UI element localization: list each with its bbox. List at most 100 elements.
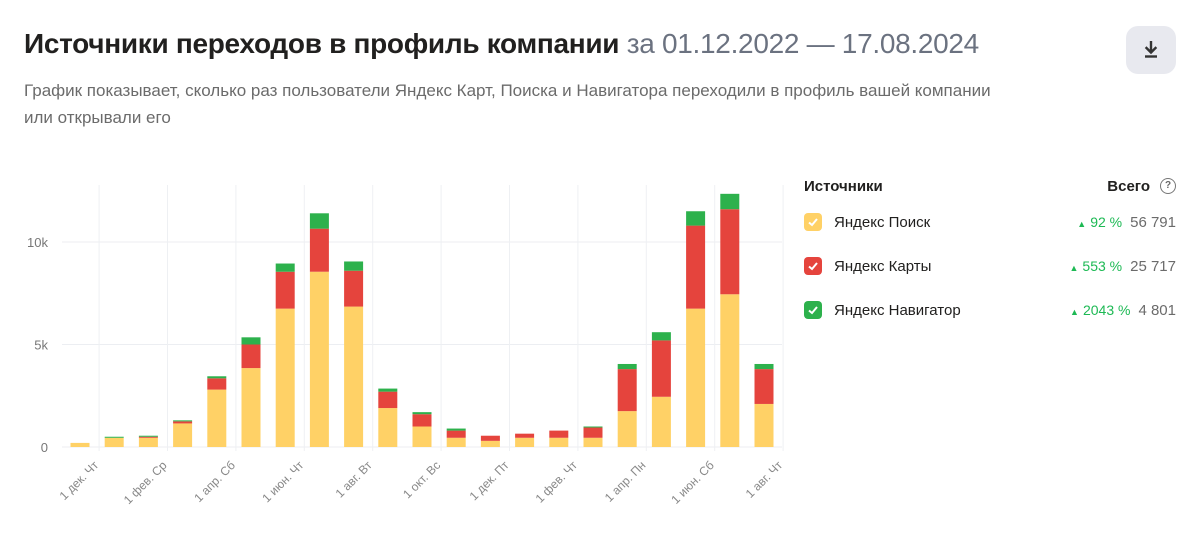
bar-segment	[138, 435, 158, 437]
bar-segment	[549, 430, 569, 438]
bar-segment	[173, 421, 193, 424]
bar-segment	[344, 306, 364, 447]
legend-header: Источники Всего ?	[804, 172, 1176, 200]
x-tick-label: 1 окт. Вс	[400, 458, 443, 501]
legend-item-search[interactable]: Яндекс Поиск ▲ 92 % 56 791	[804, 200, 1176, 244]
bar-segment	[104, 437, 124, 447]
bar-segment	[686, 225, 706, 309]
legend-item-label: Яндекс Карты	[834, 257, 932, 275]
bar-segment	[309, 213, 329, 229]
growth-value: 553 %	[1082, 258, 1123, 274]
bar-segment	[138, 436, 158, 438]
bar-segment	[207, 389, 227, 447]
x-tick-label: 1 дек. Чт	[57, 458, 102, 503]
growth-value: 2043 %	[1082, 302, 1131, 318]
bar-segment	[651, 340, 671, 397]
bar-segment	[275, 263, 295, 272]
bar-segment	[309, 228, 329, 272]
x-tick-label: 1 авг. Вт	[333, 458, 376, 501]
total-value: 25 717	[1130, 257, 1176, 275]
bar-segment	[275, 308, 295, 447]
bar-segment	[720, 209, 740, 295]
date-range: за 01.12.2022 — 17.08.2024	[626, 28, 980, 59]
triangle-up-icon: ▲	[1069, 263, 1079, 273]
bar-segment	[651, 396, 671, 447]
bar-segment	[617, 369, 637, 412]
bar-segment	[446, 430, 466, 438]
legend-item-label: Яндекс Навигатор	[834, 301, 961, 319]
bar-segment	[412, 414, 432, 427]
stacked-bar-chart: 0 5k 10k 1 дек. Чт 1 фев. Ср 1 апр. Сб 1 июн. …	[27, 185, 786, 507]
bar-segment	[344, 270, 364, 307]
total-label: Всего	[1107, 177, 1150, 195]
x-tick-label: 1 авг. Чт	[743, 458, 786, 501]
bar-segment	[754, 369, 774, 404]
bar-segment	[412, 426, 432, 447]
bar-segment	[207, 376, 227, 379]
growth-badge: ▲ 92 %	[1077, 214, 1122, 230]
bar-segment	[70, 442, 90, 447]
bar-segment	[412, 412, 432, 415]
bar-segment	[241, 337, 261, 345]
y-tick-label: 0	[41, 440, 48, 455]
x-tick-label: 1 фев. Ср	[121, 458, 170, 507]
bar-segment	[583, 427, 603, 438]
growth-badge: ▲ 2043 %	[1070, 302, 1130, 318]
bar-segment	[378, 391, 398, 409]
legend-item-label: Яндекс Поиск	[834, 213, 931, 231]
bar-segment	[173, 423, 193, 447]
title-text: Источники переходов в профиль компании	[24, 28, 620, 59]
total-value: 56 791	[1130, 213, 1176, 231]
bar-segment	[207, 378, 227, 390]
legend-item-navigator[interactable]: Яндекс Навигатор ▲ 2043 % 4 801	[804, 288, 1176, 332]
bar-segment	[720, 294, 740, 447]
bar-segment	[344, 261, 364, 271]
bar-segment	[241, 344, 261, 369]
question-circle-icon[interactable]: ?	[1160, 178, 1176, 194]
checkbox-check-icon[interactable]	[804, 301, 822, 319]
x-tick-label: 1 июн. Чт	[259, 458, 306, 505]
bar-segment	[378, 408, 398, 447]
bar-segment	[275, 271, 295, 309]
y-tick-label: 10k	[27, 235, 48, 250]
download-button[interactable]	[1126, 26, 1176, 74]
bar-segment	[515, 433, 535, 438]
bar-segment	[754, 363, 774, 370]
bar-segment	[138, 437, 158, 447]
checkbox-check-icon[interactable]	[804, 213, 822, 231]
bar-segment	[241, 368, 261, 447]
x-tick-label: 1 июн. Сб	[668, 458, 717, 507]
bar-segment	[378, 388, 398, 392]
triangle-up-icon: ▲	[1070, 307, 1079, 317]
bar-segment	[583, 426, 603, 428]
growth-badge: ▲ 553 %	[1069, 258, 1122, 274]
bar-segment	[446, 437, 466, 447]
x-tick-label: 1 апр. Сб	[191, 458, 238, 505]
x-tick-label: 1 апр. Пн	[602, 458, 649, 505]
legend-item-maps[interactable]: Яндекс Карты ▲ 553 % 25 717	[804, 244, 1176, 288]
total-header: Всего ?	[1107, 178, 1176, 195]
y-tick-label: 5k	[34, 338, 48, 353]
bar-segment	[686, 308, 706, 447]
bar-segment	[686, 211, 706, 226]
bar-segment	[754, 403, 774, 447]
bar-segment	[104, 436, 124, 438]
bar-segment	[617, 363, 637, 370]
legend-title: Источники	[804, 177, 883, 195]
bar-segment	[480, 435, 500, 441]
bar-segment	[651, 332, 671, 341]
page-title: Источники переходов в профиль компании з…	[24, 28, 979, 60]
download-icon	[1144, 41, 1158, 58]
bar-segment	[617, 411, 637, 447]
bar-segment	[515, 437, 535, 447]
bar-segment	[173, 420, 193, 422]
bar-segment	[549, 437, 569, 447]
chart-description: График показывает, сколько раз пользоват…	[24, 81, 991, 127]
bar-segment	[309, 271, 329, 447]
legend: Источники Всего ? Яндекс Поиск ▲ 92 % 56 …	[804, 172, 1176, 332]
bar-segment	[583, 437, 603, 447]
bar-segment	[446, 428, 466, 431]
checkbox-check-icon[interactable]	[804, 257, 822, 275]
bar-segment	[720, 193, 740, 210]
x-tick-label: 1 фев. Чт	[533, 458, 581, 506]
